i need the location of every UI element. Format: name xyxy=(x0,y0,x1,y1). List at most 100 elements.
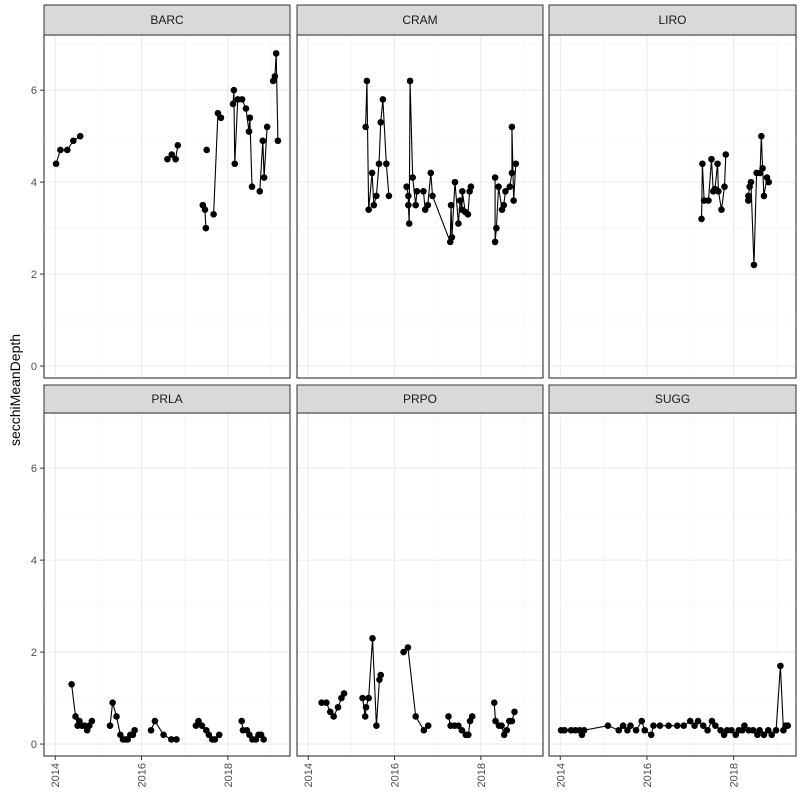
data-point xyxy=(777,662,784,670)
data-point xyxy=(615,726,623,734)
data-point xyxy=(500,201,508,209)
y-tick-label: 6 xyxy=(31,85,37,97)
data-point xyxy=(712,722,719,729)
data-point xyxy=(561,726,568,734)
data-point xyxy=(708,717,716,725)
x-tick-label: 2016 xyxy=(137,763,149,787)
data-point xyxy=(375,160,383,168)
data-point xyxy=(164,155,171,163)
data-point xyxy=(694,717,702,725)
x-tick-label: 2016 xyxy=(642,763,654,787)
panel-background xyxy=(44,35,290,378)
data-point xyxy=(359,694,366,702)
data-point xyxy=(173,736,180,743)
facet-strip-label: SUGG xyxy=(655,392,690,406)
data-point xyxy=(76,132,84,140)
data-point xyxy=(230,86,238,94)
data-point xyxy=(627,722,634,729)
data-point xyxy=(406,77,414,85)
data-point xyxy=(370,201,378,209)
facet-strip-label: PRLA xyxy=(151,392,182,406)
data-point xyxy=(750,261,758,269)
data-point xyxy=(604,722,612,729)
panel-background xyxy=(549,35,796,378)
data-point xyxy=(647,731,655,739)
facet-strip xyxy=(43,384,291,414)
facet-strip-label: PRPO xyxy=(403,392,437,406)
data-point xyxy=(377,671,385,679)
data-point xyxy=(498,722,505,729)
data-point xyxy=(680,722,688,729)
data-point xyxy=(211,736,219,743)
facet-panel-sugg: SUGG xyxy=(548,384,797,757)
data-point xyxy=(260,174,268,181)
x-tick-label: 2018 xyxy=(476,763,488,787)
data-point xyxy=(467,183,475,191)
data-point xyxy=(424,722,432,729)
data-point xyxy=(638,717,646,725)
data-point xyxy=(502,188,509,195)
data-point xyxy=(409,174,416,181)
y-tick-label: 6 xyxy=(31,463,37,475)
data-point xyxy=(464,211,472,218)
data-point xyxy=(256,188,264,195)
data-point xyxy=(365,206,372,214)
data-point xyxy=(259,137,267,145)
y-tick-label: 2 xyxy=(31,269,37,281)
data-point xyxy=(242,105,250,112)
x-tick-label: 2016 xyxy=(390,763,402,787)
data-point xyxy=(365,694,372,702)
data-point xyxy=(506,183,514,191)
data-point xyxy=(490,699,498,706)
data-point xyxy=(412,713,419,720)
data-point xyxy=(413,188,421,195)
data-point xyxy=(217,114,225,122)
data-point xyxy=(749,726,757,734)
data-point xyxy=(368,169,376,177)
data-point xyxy=(131,726,138,734)
data-point xyxy=(334,703,342,711)
data-point xyxy=(168,151,176,158)
data-point xyxy=(238,96,246,103)
data-point xyxy=(198,722,206,729)
data-point xyxy=(508,169,516,177)
data-point xyxy=(510,197,517,204)
data-point xyxy=(451,178,459,186)
data-point xyxy=(404,644,412,651)
facet-panel-cram: CRAM xyxy=(296,4,544,379)
data-point xyxy=(318,699,325,706)
y-tick-label: 0 xyxy=(31,739,37,751)
data-point xyxy=(64,146,71,154)
data-point xyxy=(747,178,755,186)
y-axis-title: secchiMeanDepth xyxy=(7,334,23,446)
data-point xyxy=(580,726,588,734)
panel-background xyxy=(44,413,290,756)
data-point xyxy=(656,722,664,729)
data-point xyxy=(70,137,77,145)
data-point xyxy=(456,197,464,204)
data-point xyxy=(448,234,456,241)
data-point xyxy=(203,146,211,154)
data-point xyxy=(215,731,223,739)
facet-strip-label: BARC xyxy=(150,13,184,27)
data-point xyxy=(699,160,706,168)
data-point xyxy=(363,77,371,85)
data-point xyxy=(245,128,253,135)
data-point xyxy=(168,736,175,743)
x-tick-label: 2018 xyxy=(223,763,235,787)
data-point xyxy=(377,119,385,126)
data-point xyxy=(458,188,466,195)
data-point xyxy=(106,722,114,729)
data-point xyxy=(88,717,96,725)
data-point xyxy=(704,726,711,734)
data-point xyxy=(326,708,334,716)
data-point xyxy=(756,726,763,734)
data-point xyxy=(759,165,766,172)
data-point xyxy=(420,188,427,195)
data-point xyxy=(229,100,237,108)
data-point xyxy=(373,192,380,200)
data-point xyxy=(705,197,712,204)
data-point xyxy=(764,726,772,734)
facet-panel-barc: BARC xyxy=(43,4,291,379)
facet-strip xyxy=(548,4,797,36)
